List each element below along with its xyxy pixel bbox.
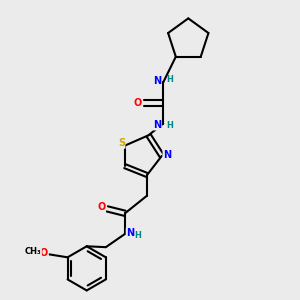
- Text: O: O: [134, 98, 142, 108]
- Text: N: N: [153, 120, 161, 130]
- Text: H: H: [134, 231, 141, 240]
- Text: S: S: [118, 138, 125, 148]
- Text: N: N: [153, 76, 161, 86]
- Text: H: H: [166, 122, 173, 130]
- Text: N: N: [163, 150, 171, 160]
- Text: CH₃: CH₃: [25, 247, 41, 256]
- Text: O: O: [40, 248, 48, 258]
- Text: N: N: [126, 228, 134, 238]
- Text: H: H: [166, 75, 173, 84]
- Text: O: O: [97, 202, 106, 212]
